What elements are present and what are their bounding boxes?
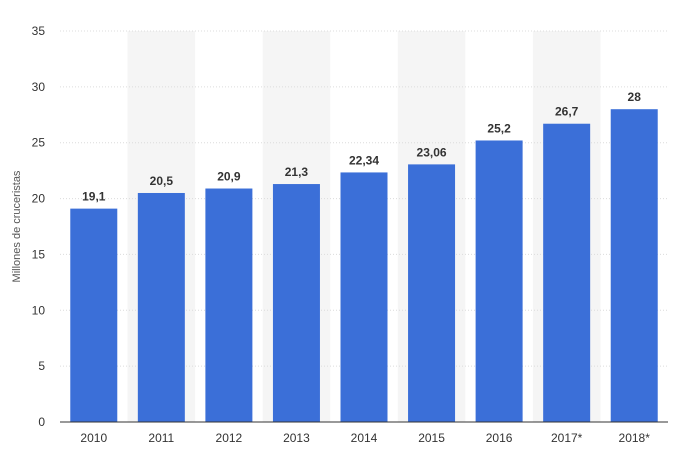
data-label: 19,1 <box>82 190 106 204</box>
x-tick-label: 2013 <box>283 431 310 445</box>
x-tick-label: 2011 <box>148 431 174 445</box>
x-axis-ticks: 2010 2011 2012 2013 2014 2015 2016 2017* 2018* <box>80 431 650 445</box>
y-tick-label: 15 <box>32 247 46 261</box>
data-label: 22,34 <box>349 153 379 167</box>
y-tick-label: 35 <box>32 24 46 38</box>
data-label: 20,9 <box>217 170 241 184</box>
y-tick-label: 10 <box>32 303 46 317</box>
y-tick-label: 30 <box>32 80 46 94</box>
x-tick-label: 2012 <box>216 431 243 445</box>
data-label: 26,7 <box>555 105 579 119</box>
bar <box>408 164 456 423</box>
data-label: 21,3 <box>285 165 309 179</box>
bar <box>340 172 388 422</box>
bar <box>475 140 523 423</box>
y-tick-label: 25 <box>32 136 46 150</box>
y-axis-label: Millones de cruceristas <box>11 170 23 282</box>
bar <box>205 188 253 422</box>
y-tick-label: 20 <box>32 192 46 206</box>
x-tick-label: 2016 <box>486 431 513 445</box>
x-tick-label: 2014 <box>351 431 378 445</box>
x-tick-label: 2015 <box>418 431 445 445</box>
bar <box>137 192 185 422</box>
data-labels: 19,1 20,5 20,9 21,3 22,34 23,06 25,2 26,7 28 <box>82 90 641 203</box>
bar <box>70 208 118 422</box>
x-tick-label: 2018* <box>619 431 651 445</box>
y-tick-label: 0 <box>38 415 45 429</box>
data-label: 25,2 <box>487 121 511 135</box>
data-label: 23,06 <box>417 145 447 159</box>
x-tick-label: 2017* <box>551 431 583 445</box>
data-label: 28 <box>628 90 642 104</box>
y-tick-label: 5 <box>38 359 45 373</box>
x-tick-label: 2010 <box>80 431 107 445</box>
bar <box>543 123 591 423</box>
bars <box>70 109 658 423</box>
y-axis-ticks: 0 5 10 15 20 25 30 35 <box>32 24 46 429</box>
bar <box>272 184 320 422</box>
bar <box>610 109 658 422</box>
data-label: 20,5 <box>150 174 174 188</box>
